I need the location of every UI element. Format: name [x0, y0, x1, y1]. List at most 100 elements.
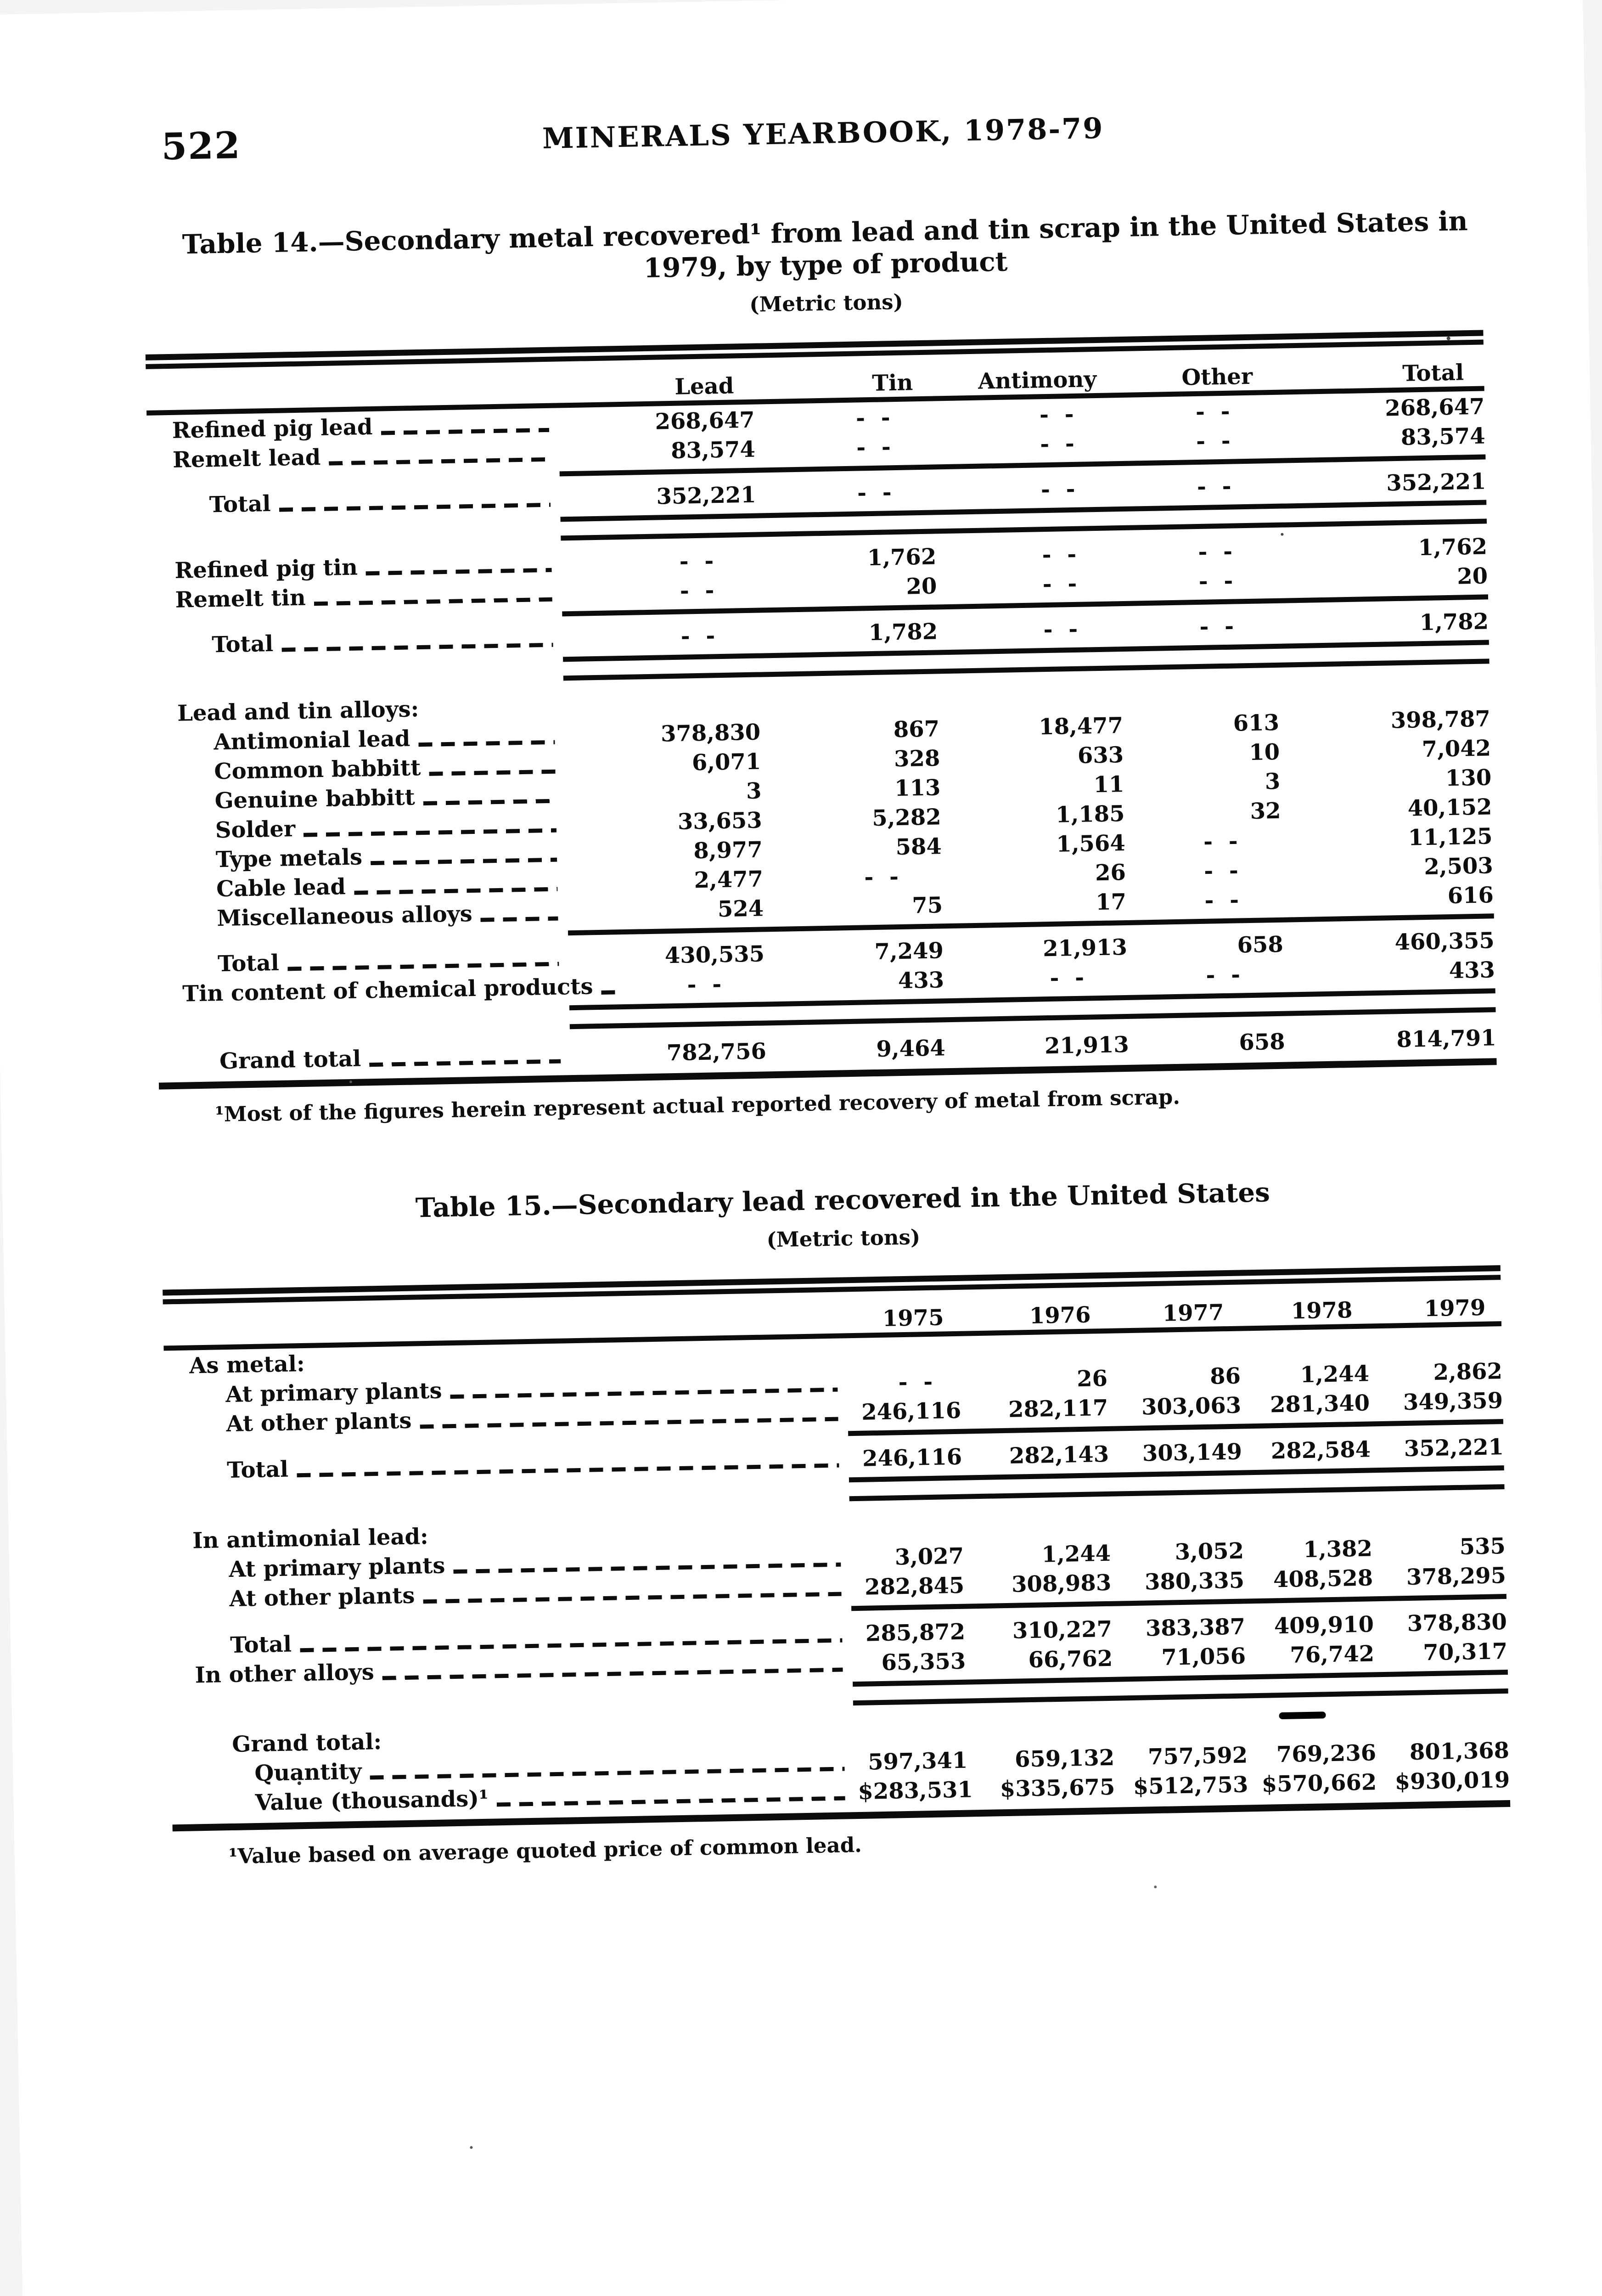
value-cell: 658: [1238, 1029, 1286, 1056]
row-label: As metal:: [189, 1351, 305, 1379]
value-cell: 8,977: [693, 837, 763, 864]
value-cell: 352,221: [1404, 1434, 1504, 1462]
dotted-leader: [365, 568, 552, 576]
value-cell: 6,071: [691, 748, 761, 776]
row-label: Grand total:: [231, 1728, 382, 1757]
value-cell: 1,762: [1418, 534, 1488, 561]
dotted-leader: [329, 457, 550, 466]
empty-value-dashes: - -: [1203, 828, 1242, 855]
value-cell: 1,244: [1041, 1540, 1111, 1568]
value-cell: 1,782: [1419, 608, 1489, 636]
value-cell: 7,249: [874, 938, 944, 965]
value-cell: $283,531: [857, 1777, 973, 1805]
value-cell: 433: [1449, 957, 1495, 984]
row-stub: Total: [173, 485, 563, 519]
empty-value-dashes: - -: [856, 434, 895, 461]
dotted-leader: [287, 962, 559, 971]
value-cell: 18,477: [1038, 713, 1124, 740]
dotted-leader: [279, 502, 551, 512]
value-cell: 33,653: [677, 807, 763, 835]
row-label: Total: [226, 1456, 289, 1484]
dotted-leader: [497, 1796, 845, 1807]
empty-value-dashes: - -: [1043, 616, 1082, 643]
value-cell: 409,910: [1274, 1611, 1374, 1639]
value-cell: 70,317: [1422, 1638, 1508, 1666]
value-cell: 757,592: [1147, 1742, 1248, 1770]
row-label: Common babbitt: [214, 755, 421, 785]
table15-column-header: 1978: [1291, 1297, 1353, 1324]
value-cell: 383,387: [1145, 1614, 1246, 1642]
empty-value-dashes: - -: [1199, 613, 1238, 640]
value-cell: 9,464: [876, 1035, 946, 1062]
value-cell: 21,913: [1044, 1031, 1130, 1059]
value-cell: 3,052: [1175, 1538, 1244, 1565]
value-cell: 328: [894, 745, 940, 772]
value-cell: 32: [1250, 798, 1281, 824]
value-cell: 308,983: [1011, 1570, 1112, 1598]
row-label: Total: [217, 950, 280, 977]
value-cell: 11: [1093, 771, 1124, 798]
empty-value-dashes: - -: [680, 623, 719, 649]
empty-value-dashes: - -: [687, 971, 726, 998]
empty-value-dashes: - -: [855, 405, 895, 431]
value-cell: 1,782: [868, 619, 938, 646]
value-cell: 83,574: [670, 436, 756, 464]
value-cell: 285,872: [865, 1619, 966, 1647]
row-label: Refined pig lead: [172, 414, 373, 444]
row-label: Tin content of chemical products: [182, 974, 593, 1007]
row-stub: Tin content of chemical products: [182, 974, 615, 1008]
value-cell: 3,027: [894, 1543, 964, 1570]
dotted-leader: [371, 857, 557, 866]
value-cell: 65,353: [881, 1648, 966, 1676]
dotted-leader: [370, 1767, 845, 1780]
dotted-leader: [429, 769, 556, 776]
value-cell: 10: [1248, 739, 1280, 766]
value-cell: $335,675: [1000, 1774, 1115, 1802]
value-cell: 66,762: [1028, 1645, 1113, 1673]
value-cell: 7,042: [1422, 735, 1491, 763]
value-cell: 86: [1209, 1363, 1241, 1390]
row-label: Type metals: [215, 844, 363, 873]
value-cell: 5,282: [871, 804, 942, 832]
value-cell: 281,340: [1270, 1390, 1370, 1418]
row-stub: Miscellaneous alloys: [181, 899, 571, 933]
empty-value-dashes: - -: [898, 1368, 937, 1396]
value-cell: 584: [895, 833, 942, 861]
scan-artifact: [1279, 1711, 1326, 1720]
row-label: Refined pig tin: [174, 554, 358, 584]
value-cell: 380,335: [1144, 1567, 1245, 1595]
empty-value-dashes: - -: [1203, 857, 1243, 884]
value-cell: 26: [1076, 1365, 1108, 1392]
value-cell: 21,913: [1042, 934, 1128, 962]
row-label: Total: [211, 630, 274, 658]
value-cell: $512,753: [1133, 1772, 1248, 1800]
dotted-leader: [418, 740, 555, 747]
value-cell: 1,382: [1303, 1536, 1373, 1563]
row-label: Grand total: [219, 1046, 361, 1075]
value-cell: 352,221: [656, 482, 757, 510]
row-label: Quantity: [254, 1758, 362, 1787]
empty-value-dashes: - -: [680, 577, 719, 604]
table14-column-header: Tin: [871, 370, 913, 396]
value-cell: $570,662: [1261, 1769, 1377, 1797]
value-cell: 433: [898, 967, 944, 994]
empty-value-dashes: - -: [864, 863, 903, 890]
value-cell: 782,756: [666, 1038, 767, 1066]
value-cell: 430,535: [664, 941, 765, 969]
value-cell: 11,125: [1408, 823, 1493, 851]
value-cell: 3: [1265, 768, 1281, 795]
value-cell: 769,236: [1276, 1740, 1377, 1768]
value-cell: 71,056: [1161, 1643, 1246, 1671]
dotted-leader: [314, 597, 552, 606]
value-cell: 113: [894, 775, 941, 802]
value-cell: 616: [1447, 882, 1494, 909]
value-cell: 282,143: [1009, 1441, 1109, 1469]
row-label: In other alloys: [195, 1659, 375, 1688]
value-cell: 613: [1233, 709, 1280, 737]
dotted-leader: [382, 1667, 843, 1680]
value-cell: 303,149: [1142, 1439, 1242, 1467]
table15: 1975 1976 1977 1978 1979 As metal: At primary …: [163, 1265, 1511, 1832]
value-cell: 378,295: [1406, 1563, 1506, 1591]
dotted-leader: [297, 1463, 839, 1478]
row-label: Miscellaneous alloys: [216, 901, 473, 932]
